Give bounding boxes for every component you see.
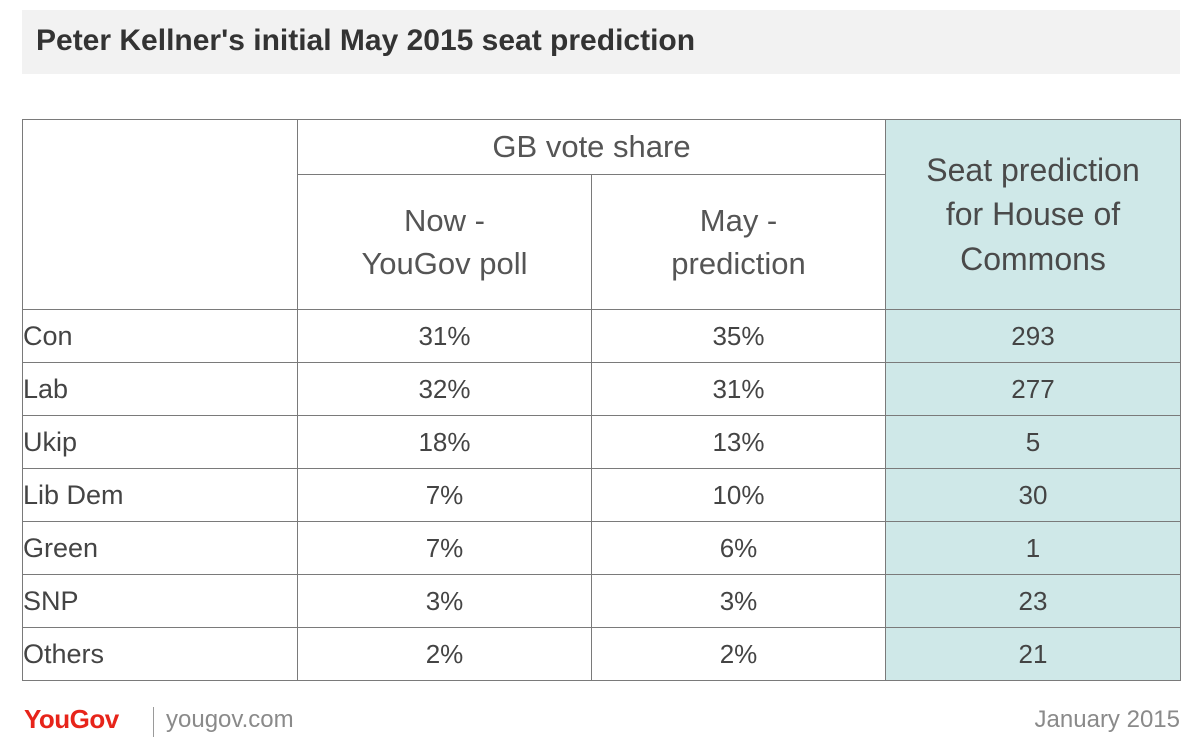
header-corner bbox=[22, 119, 298, 310]
table-row: Green 7% 6% 1 bbox=[22, 521, 1181, 575]
may-share: 35% bbox=[591, 309, 886, 363]
footer: YouGov yougov.com January 2015 bbox=[22, 704, 1180, 740]
column-header-may: May - prediction bbox=[591, 174, 886, 310]
table-row: Lab 32% 31% 277 bbox=[22, 362, 1181, 416]
may-share: 6% bbox=[591, 521, 886, 575]
party-name: Con bbox=[22, 309, 298, 363]
seat-count: 30 bbox=[885, 468, 1181, 522]
now-share: 7% bbox=[297, 468, 592, 522]
may-share: 13% bbox=[591, 415, 886, 469]
publication-date: January 2015 bbox=[1034, 706, 1180, 733]
now-share: 2% bbox=[297, 627, 592, 681]
table-row: SNP 3% 3% 23 bbox=[22, 574, 1181, 628]
may-share: 31% bbox=[591, 362, 886, 416]
table-row: Con 31% 35% 293 bbox=[22, 309, 1181, 363]
column-header-line: Now - bbox=[404, 202, 485, 238]
seat-count: 277 bbox=[885, 362, 1181, 416]
group-header-vote-share: GB vote share bbox=[297, 119, 886, 175]
title-bar: Peter Kellner's initial May 2015 seat pr… bbox=[22, 10, 1180, 74]
party-name: Green bbox=[22, 521, 298, 575]
seat-count: 23 bbox=[885, 574, 1181, 628]
party-name: Others bbox=[22, 627, 298, 681]
column-header-line: YouGov poll bbox=[361, 246, 528, 281]
table-row: Lib Dem 7% 10% 30 bbox=[22, 468, 1181, 522]
may-share: 2% bbox=[591, 627, 886, 681]
table-row: Others 2% 2% 21 bbox=[22, 627, 1181, 681]
now-share: 31% bbox=[297, 309, 592, 363]
seat-header-line: for House of bbox=[945, 196, 1121, 233]
column-header-now: Now - YouGov poll bbox=[297, 174, 592, 310]
table-row: Ukip 18% 13% 5 bbox=[22, 415, 1181, 469]
seat-prediction-header: Seat prediction for House of Commons bbox=[885, 119, 1181, 310]
seat-prediction-table: GB vote share Seat prediction for House … bbox=[22, 119, 1181, 681]
party-name: Ukip bbox=[22, 415, 298, 469]
seat-count: 293 bbox=[885, 309, 1181, 363]
site-link[interactable]: yougov.com bbox=[166, 706, 294, 733]
may-share: 3% bbox=[591, 574, 886, 628]
seat-count: 1 bbox=[885, 521, 1181, 575]
column-header-line: May - bbox=[699, 202, 778, 238]
yougov-logo: YouGov bbox=[24, 704, 119, 734]
party-name: Lab bbox=[22, 362, 298, 416]
party-name: SNP bbox=[22, 574, 298, 628]
now-share: 32% bbox=[297, 362, 592, 416]
chart-title: Peter Kellner's initial May 2015 seat pr… bbox=[36, 24, 696, 57]
now-share: 3% bbox=[297, 574, 592, 628]
now-share: 7% bbox=[297, 521, 592, 575]
may-share: 10% bbox=[591, 468, 886, 522]
seat-header-line: Seat prediction bbox=[926, 152, 1140, 189]
now-share: 18% bbox=[297, 415, 592, 469]
seat-header-line: Commons bbox=[960, 240, 1106, 277]
party-name: Lib Dem bbox=[22, 468, 298, 522]
column-header-line: prediction bbox=[671, 246, 806, 281]
header-row-group: GB vote share Seat prediction for House … bbox=[22, 119, 1181, 310]
seat-count: 5 bbox=[885, 415, 1181, 469]
seat-count: 21 bbox=[885, 627, 1181, 681]
footer-divider bbox=[153, 707, 154, 737]
